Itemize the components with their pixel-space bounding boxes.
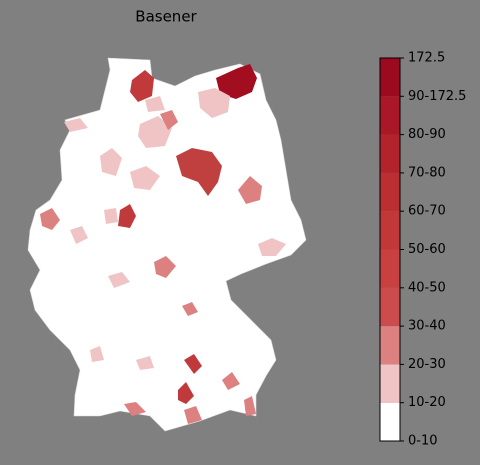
- colorbar-band: [380, 326, 400, 365]
- region: [138, 116, 172, 148]
- region: [176, 148, 222, 196]
- colorbar-band: [380, 134, 400, 173]
- region: [40, 208, 60, 230]
- colorbar-band: [380, 249, 400, 288]
- region: [198, 88, 230, 118]
- region: [118, 204, 136, 228]
- region: [184, 406, 202, 424]
- region: [70, 226, 88, 244]
- region: [184, 354, 202, 374]
- region: [154, 256, 176, 278]
- colorbar-band: [380, 96, 400, 135]
- region: [216, 64, 257, 99]
- region: [182, 302, 198, 316]
- region: [108, 272, 130, 288]
- colorbar-label: 80-90: [408, 127, 446, 142]
- region: [90, 346, 104, 362]
- region: [160, 110, 178, 130]
- region: [238, 176, 262, 204]
- colorbar-label: 50-60: [408, 242, 446, 257]
- colorbar-label: 20-30: [408, 357, 446, 372]
- colorbar-band: [380, 364, 400, 403]
- country-outline: [27, 57, 307, 432]
- region: [145, 96, 165, 112]
- colorbar-band: [380, 287, 400, 327]
- colorbar-band: [380, 402, 400, 441]
- colorbar-label: 10-20: [408, 395, 446, 410]
- region: [64, 118, 88, 132]
- colorbar-label: 40-50: [408, 280, 446, 295]
- colorbar: 0-10 10-20 20-30 30-40 40-50 50-60 60-70 70-80 8…: [379, 51, 466, 449]
- region: [258, 238, 286, 256]
- colorbar-band: [380, 211, 400, 250]
- colorbar-label: 60-70: [408, 204, 446, 219]
- region: [130, 70, 154, 102]
- region: [130, 166, 160, 190]
- colorbar-band: [380, 172, 400, 212]
- colorbar-label: 172.5: [408, 51, 445, 66]
- colorbar-label: 0-10: [408, 434, 438, 449]
- colorbar-band: [380, 58, 400, 97]
- map-title: Basener: [135, 8, 197, 26]
- colorbar-label: 90-172.5: [408, 89, 466, 104]
- colorbar-label: 30-40: [408, 319, 446, 334]
- region: [136, 356, 154, 370]
- region: [100, 148, 122, 176]
- region: [124, 402, 146, 416]
- germany-map: [27, 57, 307, 432]
- colorbar-label: 70-80: [408, 165, 446, 180]
- region: [244, 396, 256, 416]
- region: [178, 382, 194, 404]
- region: [104, 208, 118, 224]
- region: [222, 372, 240, 390]
